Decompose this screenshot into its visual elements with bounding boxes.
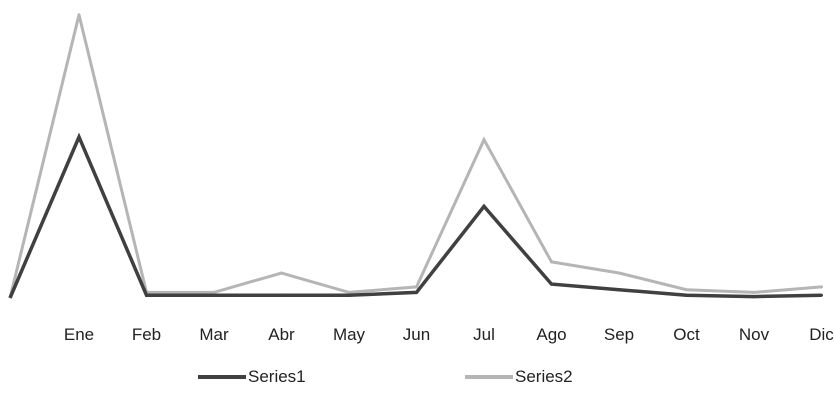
legend-label-series2: Series2 xyxy=(515,367,573,386)
x-tick-label-ago: Ago xyxy=(536,325,566,344)
data-point-series1-nov xyxy=(752,295,756,299)
data-point-series2-ene xyxy=(77,13,81,17)
legend: Series1 Series2 xyxy=(198,367,573,386)
series-line-series2 xyxy=(8,14,822,299)
x-tick-label-abr: Abr xyxy=(268,325,295,344)
data-point-series1-sep xyxy=(617,288,621,292)
legend-label-series1: Series1 xyxy=(248,367,306,386)
series-layer xyxy=(8,13,823,299)
x-tick-label-may: May xyxy=(333,325,366,344)
x-tick-label-feb: Feb xyxy=(132,325,161,344)
x-tick-label-oct: Oct xyxy=(673,325,700,344)
x-tick-label-jun: Jun xyxy=(403,325,430,344)
data-point-series2-ago xyxy=(550,260,553,264)
series-line-series1 xyxy=(8,132,822,299)
data-point-series1-jul xyxy=(482,204,486,208)
data-point-series1-dic xyxy=(820,293,823,297)
x-tick-label-sep: Sep xyxy=(604,325,634,344)
x-tick-label-mar: Mar xyxy=(199,325,229,344)
x-tick-label-nov: Nov xyxy=(739,325,770,344)
x-tick-label-jul: Jul xyxy=(473,325,495,344)
x-tick-label-ene: Ene xyxy=(64,325,94,344)
legend-item-series1: Series1 xyxy=(198,367,306,386)
data-point-series2-jun xyxy=(415,285,418,289)
data-point-series2-mar xyxy=(212,290,216,294)
x-axis-labels: Ene Feb Mar Abr May Jun Jul Ago Sep Oct Nov Dic xyxy=(64,325,834,344)
data-point-series1-oct xyxy=(685,293,688,297)
data-point-series1-ago xyxy=(550,282,553,286)
data-point-series2-jul xyxy=(482,138,486,142)
x-tick-label-dic: Dic xyxy=(809,325,834,344)
data-point-series2-sep xyxy=(617,271,621,275)
data-point-series2-may xyxy=(347,290,351,294)
data-point-series1-may xyxy=(347,293,351,297)
legend-item-series2: Series2 xyxy=(465,367,573,386)
data-point-series2-abr xyxy=(280,271,283,275)
data-point-series2-oct xyxy=(685,288,688,292)
data-point-series1-mar xyxy=(212,293,216,297)
data-point-series1-feb xyxy=(145,293,148,297)
data-point-series1-jun xyxy=(415,290,418,294)
data-point-series1-abr xyxy=(280,293,283,297)
data-point-series2-dic xyxy=(820,285,823,289)
data-point-series1-ene xyxy=(77,135,81,139)
data-point-series2-nov xyxy=(752,290,756,294)
